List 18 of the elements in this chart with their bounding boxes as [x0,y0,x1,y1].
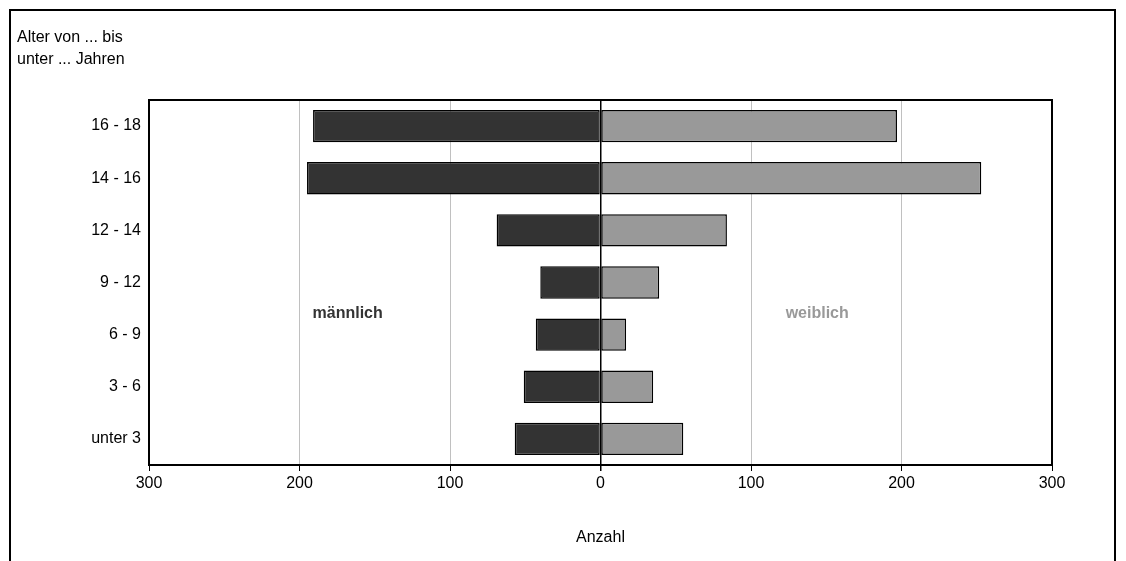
y-tick-label: 14 - 16 [91,168,142,186]
y-tick-label: 9 - 12 [100,272,142,290]
y-tick-label: 3 - 6 [108,377,142,395]
text: männlich [312,303,383,321]
y-tick-label: unter 3 [91,429,142,447]
y-axis-title: Alter von ... bis unter ... Jahren [17,27,125,69]
x-tick-label: 300 [1038,474,1066,492]
x-tick-label: 300 [135,474,163,492]
y-tick-label: 16 - 18 [91,116,142,134]
x-tick-label: 200 [286,474,313,492]
x-tick-label: 200 [888,474,915,492]
text: weiblich [784,303,849,321]
x-tick-label: 0 [596,474,606,492]
y-tick-label: 12 - 14 [91,220,142,238]
x-axis-title: Anzahl [576,527,625,545]
y-tick-label: 6 - 9 [108,325,142,343]
x-tick-label: 100 [436,474,464,492]
x-tick-label: 100 [737,474,765,492]
